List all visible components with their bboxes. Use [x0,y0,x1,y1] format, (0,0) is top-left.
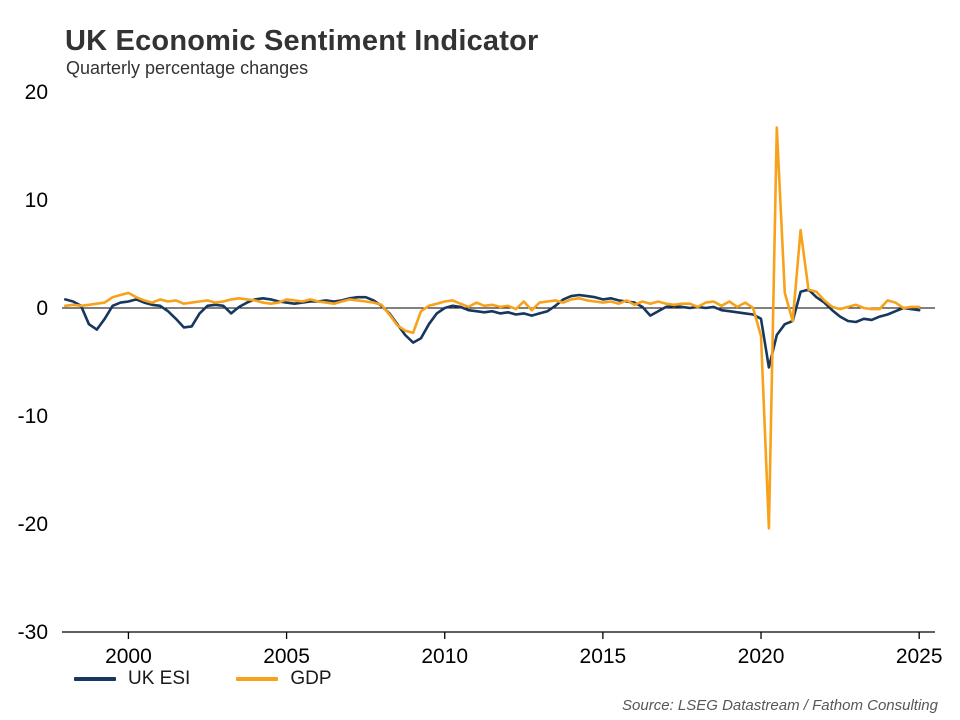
legend: UK ESI GDP [74,668,332,690]
chart-title: UK Economic Sentiment Indicator [65,25,539,58]
legend-label-gdp: GDP [290,668,332,689]
source-note: Source: LSEG Datastream / Fathom Consult… [622,697,938,714]
svg-text:2015: 2015 [580,645,627,668]
gdp-line-swatch [236,677,279,681]
svg-text:2020: 2020 [738,645,785,668]
uk-esi-line-swatch [74,677,116,681]
svg-text:-20: -20 [18,513,48,536]
svg-text:20: 20 [25,81,48,104]
legend-label-uk-esi: UK ESI [128,668,191,689]
svg-text:10: 10 [25,189,48,212]
svg-text:2025: 2025 [896,645,943,668]
svg-text:2010: 2010 [421,645,468,668]
svg-text:0: 0 [36,297,48,320]
legend-item-uk-esi: UK ESI [74,668,190,690]
svg-text:2000: 2000 [105,645,152,668]
svg-text:-10: -10 [18,405,48,428]
chart-subtitle: Quarterly percentage changes [66,58,309,78]
svg-text:-30: -30 [18,621,48,644]
svg-text:2005: 2005 [263,645,310,668]
legend-item-gdp: GDP [236,668,332,690]
